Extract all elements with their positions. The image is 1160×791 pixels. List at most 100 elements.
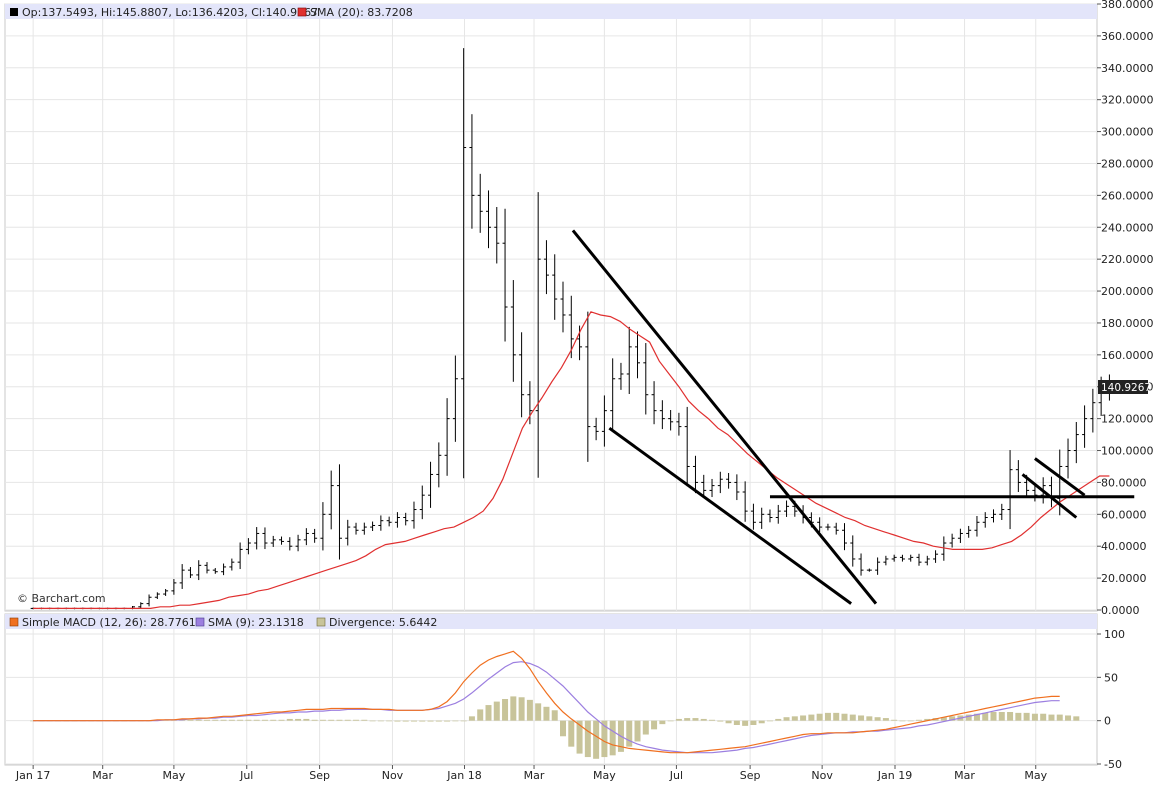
ohlc-bar bbox=[386, 516, 392, 527]
ohlc-bar bbox=[568, 295, 574, 359]
divergence-bar bbox=[361, 719, 368, 721]
price-y-tick-label: 240.0000 bbox=[1101, 221, 1154, 234]
divergence-bar bbox=[394, 720, 401, 722]
ohlc-bar bbox=[312, 528, 318, 543]
divergence-bar bbox=[858, 715, 865, 721]
ohlc-bar bbox=[469, 114, 475, 229]
macd-legend-swatch bbox=[9, 617, 19, 627]
divergence-bar bbox=[344, 719, 351, 721]
ohlc-bar bbox=[701, 474, 707, 498]
divergence-bar bbox=[841, 713, 848, 721]
x-tick-label: Sep bbox=[309, 769, 330, 782]
divergence-bar bbox=[742, 720, 749, 726]
ohlc-bar bbox=[601, 395, 607, 447]
divergence-bar bbox=[328, 719, 335, 721]
last-price-label: 140.9267 bbox=[1101, 382, 1151, 394]
ohlc-bar bbox=[734, 474, 740, 501]
ohlc-bar bbox=[254, 527, 260, 550]
ohlc-bar bbox=[146, 594, 152, 607]
ohlc-bar bbox=[1090, 388, 1096, 433]
ohlc-bar bbox=[651, 381, 657, 425]
price-y-tick-label: 320.0000 bbox=[1101, 94, 1154, 107]
ohlc-bar bbox=[1073, 421, 1079, 464]
divergence-bar bbox=[261, 719, 268, 721]
ohlc-bar bbox=[659, 400, 665, 430]
divergence-bar bbox=[485, 705, 492, 721]
divergence-bar bbox=[204, 719, 211, 721]
ohlc-bar bbox=[643, 343, 649, 415]
x-tick-label: May bbox=[593, 769, 616, 782]
trendline bbox=[608, 426, 852, 605]
divergence-bar bbox=[468, 716, 475, 721]
divergence-bar bbox=[187, 719, 194, 721]
divergence-bar bbox=[270, 719, 277, 721]
trendline bbox=[571, 229, 878, 605]
ohlc-bar bbox=[858, 553, 864, 576]
macd-y-tick-label: 100 bbox=[1104, 628, 1125, 641]
price-plot-area bbox=[4, 3, 1098, 612]
divergence-bar bbox=[766, 720, 773, 722]
divergence-bar bbox=[295, 718, 302, 721]
price-x-grid bbox=[32, 4, 1037, 611]
ohlc-bar bbox=[204, 562, 210, 574]
macd-plot-area bbox=[4, 613, 1098, 766]
ohlc-bar bbox=[303, 528, 309, 546]
macd-grid bbox=[5, 633, 1097, 765]
divergence-bar bbox=[369, 720, 376, 722]
divergence-bar bbox=[593, 720, 600, 759]
price-y-tick-label: 0.0000 bbox=[1101, 604, 1140, 617]
ohlc-bar bbox=[767, 509, 773, 523]
divergence-bar bbox=[245, 719, 252, 721]
divergence-bar bbox=[924, 718, 931, 721]
x-tick-label: Nov bbox=[811, 769, 833, 782]
ohlc-bar bbox=[196, 560, 202, 581]
divergence-bar bbox=[510, 696, 517, 721]
ohlc-bar bbox=[668, 409, 674, 431]
ohlc-bar bbox=[866, 568, 872, 572]
divergence-bar bbox=[311, 719, 318, 721]
divergence-bar bbox=[195, 719, 202, 721]
divergence-bar bbox=[303, 718, 310, 721]
ohlc-bar bbox=[552, 254, 558, 320]
divergence-bar bbox=[609, 720, 616, 756]
divergence-bar bbox=[502, 699, 509, 721]
ohlc-bar bbox=[692, 455, 698, 494]
x-tick-label: Jul bbox=[669, 769, 683, 782]
ohlc-bar bbox=[519, 332, 525, 418]
ohlc-bar bbox=[784, 500, 790, 517]
divergence-legend: Divergence: 5.6442 bbox=[329, 616, 437, 629]
ohlc-bar bbox=[825, 523, 831, 531]
ohlc-bar bbox=[370, 521, 376, 532]
divergence-bar bbox=[758, 720, 765, 724]
ohlc-bar bbox=[991, 509, 997, 523]
ohlc-bar bbox=[618, 362, 624, 390]
divergence-bar bbox=[684, 718, 691, 721]
price-y-tick-label: 120.0000 bbox=[1101, 413, 1154, 426]
x-axis: Jan 17 Mar May Jul Sep Nov Jan 18 Mar May Jul Sep N… bbox=[15, 765, 1048, 782]
divergence-bar bbox=[982, 712, 989, 721]
ohlc-bar bbox=[287, 537, 293, 551]
divergence-bar bbox=[319, 719, 326, 721]
signal-legend-swatch bbox=[195, 617, 205, 627]
divergence-bar bbox=[228, 719, 235, 721]
divergence-bar bbox=[386, 720, 393, 722]
ohlc-bar bbox=[957, 528, 963, 543]
ohlc-bar bbox=[510, 280, 516, 382]
divergence-bar bbox=[990, 712, 997, 721]
signal-legend: SMA (9): 23.1318 bbox=[208, 616, 304, 629]
ohlc-bar bbox=[221, 563, 227, 576]
divergence-bar bbox=[402, 720, 409, 722]
divergence-bar bbox=[1073, 716, 1080, 721]
price-y-tick-label: 260.0000 bbox=[1101, 189, 1154, 202]
macd-y-axis: 100 50 0 -50 bbox=[1097, 628, 1125, 771]
divergence-bar bbox=[576, 720, 583, 754]
ohlc-bar bbox=[841, 523, 847, 551]
ohlc-bar bbox=[676, 412, 682, 436]
ohlc-bar bbox=[850, 535, 856, 567]
ohlc-bar bbox=[477, 173, 483, 233]
x-tick-label: Jan 18 bbox=[446, 769, 481, 782]
divergence-bar bbox=[535, 703, 542, 721]
divergence-bar bbox=[336, 719, 343, 721]
price-y-tick-label: 80.0000 bbox=[1101, 476, 1147, 489]
